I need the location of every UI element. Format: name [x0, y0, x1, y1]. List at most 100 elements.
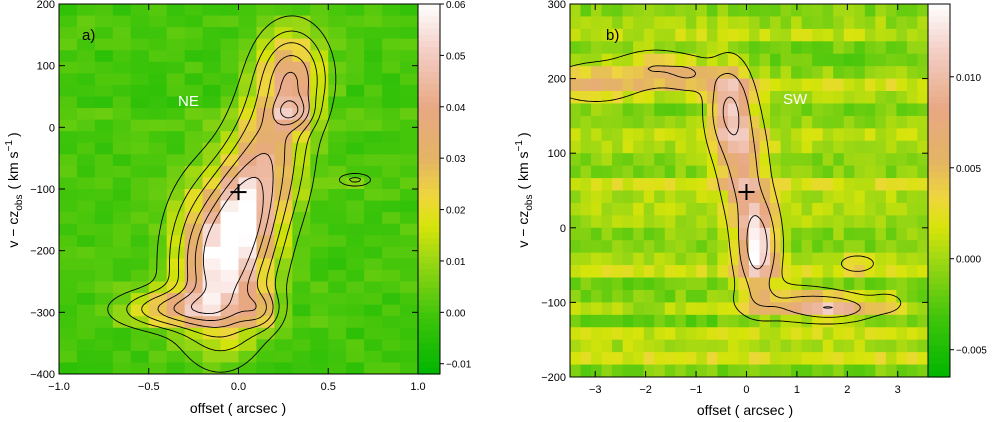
heatmap-cell — [202, 293, 222, 306]
heatmap-cell — [664, 277, 676, 291]
heatmap-cell — [738, 78, 750, 92]
heatmap-cell — [612, 4, 624, 18]
heatmap-cell — [601, 364, 613, 377]
heatmap-cell — [643, 28, 655, 42]
heatmap-cell — [917, 277, 928, 291]
heatmap-cell — [917, 178, 928, 192]
colorbar-segment — [928, 53, 950, 61]
heatmap-cell — [749, 153, 761, 167]
heatmap-cell — [633, 327, 645, 341]
heatmap-cell — [696, 78, 708, 92]
heatmap-cell — [738, 4, 750, 18]
heatmap-cell — [346, 15, 365, 28]
heatmap-cell — [59, 96, 78, 109]
heatmap-cell — [770, 302, 782, 316]
heatmap-cell — [382, 27, 401, 40]
colorbar-segment — [928, 321, 950, 328]
heatmap-cell — [400, 293, 418, 306]
heatmap-cell — [601, 352, 613, 366]
heatmap-cell — [184, 223, 204, 236]
heatmap-cell — [400, 212, 418, 225]
heatmap-cell — [601, 41, 613, 55]
colorbar-tick-label: 0.005 — [956, 164, 981, 175]
colorbar-segment — [928, 258, 950, 266]
colorbar-segment — [928, 277, 950, 285]
heatmap-cell — [148, 142, 168, 155]
heatmap-cell — [220, 165, 240, 179]
heatmap-cell — [94, 38, 114, 51]
heatmap-cell — [685, 16, 697, 30]
heatmap-cell — [346, 339, 365, 352]
heatmap-cell — [612, 28, 624, 42]
heatmap-cell — [400, 84, 418, 98]
heatmap-cell — [780, 128, 792, 142]
heatmap-cell — [875, 314, 887, 328]
heatmap-cell — [256, 108, 275, 121]
colorbar-segment — [418, 306, 440, 313]
heatmap-cell — [220, 50, 240, 63]
heatmap-cell — [843, 240, 855, 254]
heatmap-cell — [864, 115, 876, 129]
heatmap-cell — [202, 131, 222, 144]
heatmap-cell — [94, 73, 114, 86]
colorbar-segment — [418, 121, 440, 128]
heatmap-cell — [238, 212, 258, 225]
heatmap-cell — [400, 119, 418, 132]
colorbar-segment — [928, 91, 950, 98]
heatmap-cell — [770, 103, 782, 117]
colorbar-segment — [928, 146, 950, 154]
heatmap-cell — [622, 16, 634, 30]
contour-line — [722, 96, 833, 309]
heatmap-cell — [896, 78, 908, 92]
heatmap-cell — [822, 190, 834, 204]
heatmap-cell — [654, 289, 666, 303]
heatmap-cell — [906, 277, 919, 291]
heatmap-cell — [220, 84, 240, 98]
heatmap-cell — [885, 339, 898, 353]
heatmap-cell — [896, 215, 908, 229]
heatmap-cell — [654, 178, 666, 192]
heatmap-cell — [256, 165, 275, 179]
heatmap-cell — [643, 227, 655, 241]
heatmap-cell — [759, 215, 771, 229]
heatmap-cell — [854, 153, 866, 167]
heatmap-cell — [292, 131, 311, 144]
heatmap-cell — [570, 302, 582, 316]
heatmap-cell — [833, 227, 845, 241]
heatmap-cell — [591, 4, 603, 18]
heatmap-cell — [94, 27, 114, 40]
heatmap-cell — [612, 215, 624, 229]
heatmap-cell — [364, 223, 383, 236]
contour-line — [173, 71, 305, 321]
heatmap-cell — [685, 66, 697, 80]
heatmap-cell — [328, 316, 347, 329]
heatmap-cell — [696, 16, 708, 30]
heatmap-cell — [770, 53, 782, 67]
heatmap-cell — [738, 140, 750, 154]
heatmap-cell — [833, 78, 845, 92]
heatmap-cell — [717, 277, 729, 291]
heatmap-cell — [917, 327, 928, 341]
heatmap-cell — [292, 316, 311, 329]
heatmap-cell — [822, 227, 834, 241]
heatmap-cell — [612, 41, 624, 55]
heatmap-cell — [906, 215, 919, 229]
heatmap-cell — [706, 327, 719, 341]
heatmap-cell — [166, 15, 186, 28]
heatmap-cell — [601, 91, 613, 105]
heatmap-cell — [791, 103, 803, 117]
colorbar-segment — [418, 41, 440, 48]
heatmap-cell — [654, 4, 666, 18]
heatmap-cell — [822, 16, 834, 30]
heatmap-cell — [112, 4, 132, 17]
heatmap-cell — [601, 190, 613, 204]
colorbar-segment — [418, 53, 440, 61]
heatmap-cell — [791, 202, 803, 216]
heatmap-cell — [770, 91, 782, 105]
heatmap-cell — [675, 314, 687, 328]
heatmap-cell — [696, 178, 708, 192]
colorbar-segment — [418, 256, 440, 264]
heatmap-cell — [896, 364, 908, 377]
heatmap-cell — [643, 115, 655, 129]
heatmap-cell — [364, 212, 383, 225]
